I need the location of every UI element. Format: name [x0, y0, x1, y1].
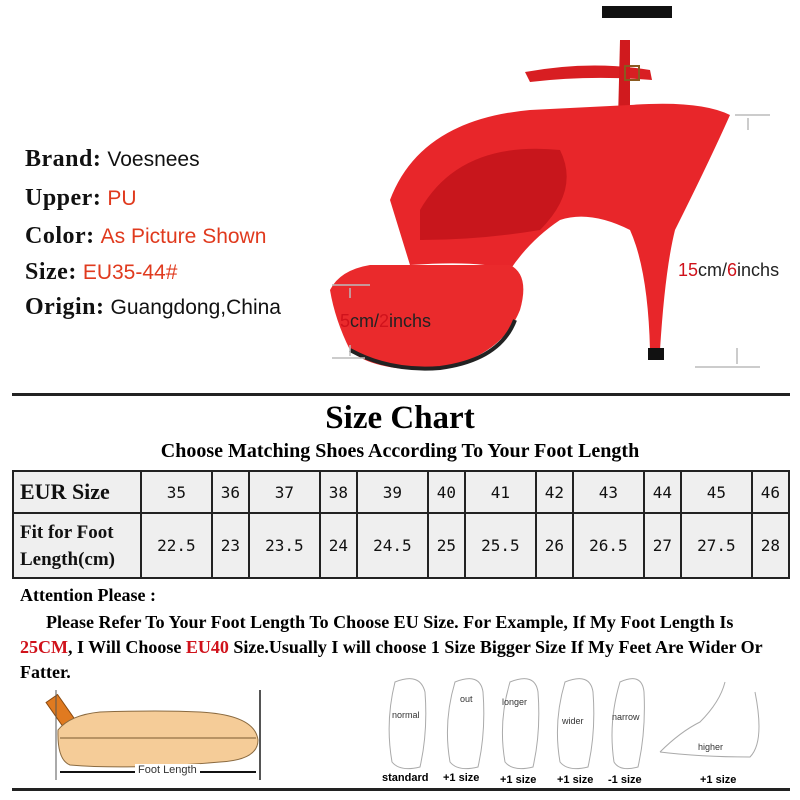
- dim-unit: inchs: [737, 260, 780, 280]
- foot-type-size: standard: [382, 772, 429, 784]
- foot-type-size: -1 size: [608, 774, 642, 786]
- size-chart-title: Size Chart: [325, 400, 475, 436]
- spec-size: Size: EU35-44#: [25, 259, 177, 286]
- eur-size-cell: 39: [355, 470, 429, 514]
- eur-size-cell: 44: [642, 470, 682, 514]
- foot-length-cell: 28: [750, 512, 791, 579]
- dim-sep: cm/: [698, 260, 728, 280]
- attention-heading: Attention Please :: [20, 585, 156, 605]
- spec-label: Brand:: [25, 146, 102, 172]
- foot-type-size: +1 size: [700, 774, 737, 786]
- dim-cm: 15: [678, 260, 699, 280]
- foot-length-cell: 27.5: [679, 512, 753, 579]
- dim-cm: 5: [340, 311, 351, 331]
- row-header-line: Fit for Foot: [20, 521, 114, 543]
- foot-type-size: +1 size: [500, 774, 537, 786]
- foot-length-cell: 25: [426, 512, 466, 579]
- foot-type-size: +1 size: [443, 772, 480, 784]
- spec-color: Color: As Picture Shown: [25, 223, 266, 250]
- foot-type-size: +1 size: [557, 774, 594, 786]
- foot-length-cell: 23.5: [247, 512, 321, 579]
- eur-size-cell: 35: [140, 470, 213, 514]
- foot-length-label: Foot Length: [135, 764, 200, 776]
- foot-length-row: Fit for Foot Length(cm) 22.5 23 23.5 24 24.5 2…: [12, 512, 791, 579]
- spec-value: Voesnees: [107, 148, 200, 171]
- row-header-line: Length(cm): [20, 548, 115, 570]
- eur-size-cell: 43: [571, 470, 645, 514]
- bottom-divider: [12, 788, 790, 791]
- foot-type-tag: wider: [562, 716, 584, 726]
- size-chart-table: EUR Size 35 36 37 38 39 40 41 42 43 44 45 46 Fit fo…: [12, 470, 791, 579]
- foot-length-cell: 24.5: [355, 512, 429, 579]
- foot-type-tag: normal: [392, 710, 420, 720]
- foot-type-tag: narrow: [612, 712, 640, 722]
- text: , I Will Choose: [68, 637, 186, 657]
- spec-label: Color:: [25, 223, 95, 249]
- attention-text: Please Refer To Your Foot Length To Choo…: [20, 610, 780, 685]
- foot-type-tag: out: [460, 694, 473, 704]
- foot-length-cell: 23: [210, 512, 250, 579]
- size-chart-subtitle: Choose Matching Shoes According To Your …: [160, 440, 640, 462]
- spec-label: Origin:: [25, 294, 105, 320]
- foot-length-cell: 27: [642, 512, 682, 579]
- text: Please Refer To Your Foot Length To Choo…: [46, 612, 734, 632]
- divider: [12, 393, 790, 396]
- dim-unit: inchs: [389, 311, 432, 331]
- foot-length-cell: 25.5: [463, 512, 537, 579]
- eur-size-cell: 37: [247, 470, 321, 514]
- foot-length-cell: 26.5: [571, 512, 645, 579]
- spec-upper: Upper: PU: [25, 185, 137, 212]
- eur-size-cell: 42: [534, 470, 574, 514]
- foot-types-illustration: [388, 678, 760, 770]
- spec-label: Size:: [25, 259, 77, 285]
- platform-height-label: 5cm/2inchs: [340, 311, 431, 332]
- foot-length-cell: 22.5: [140, 512, 213, 579]
- spec-brand: Brand: Voesnees: [25, 146, 200, 173]
- spec-value: Guangdong,China: [110, 296, 281, 319]
- text: Size.Usually I will choose 1 Size Bigger…: [20, 637, 763, 682]
- foot-length-cell: 26: [534, 512, 574, 579]
- eur-size-cell: 45: [679, 470, 753, 514]
- highlight: EU40: [185, 637, 229, 657]
- foot-type-tag: longer: [502, 697, 528, 707]
- dim-sep: cm/: [350, 311, 380, 331]
- row-header: Fit for Foot Length(cm): [12, 512, 142, 579]
- spec-value: As Picture Shown: [100, 225, 267, 248]
- dim-inch: 2: [379, 311, 390, 331]
- eur-size-cell: 41: [463, 470, 537, 514]
- spec-origin: Origin: Guangdong,China: [25, 294, 281, 321]
- eur-size-cell: 46: [750, 470, 791, 514]
- heel-height-label: 15cm/6inchs: [678, 260, 779, 281]
- foot-length-cell: 24: [318, 512, 358, 579]
- row-header: EUR Size: [12, 470, 142, 514]
- red-platform-sandal-image: [330, 6, 770, 371]
- dim-inch: 6: [727, 260, 738, 280]
- highlight: 25CM: [20, 637, 68, 657]
- eur-size-row: EUR Size 35 36 37 38 39 40 41 42 43 44 45 46: [12, 470, 791, 514]
- spec-value: EU35-44#: [82, 261, 178, 284]
- eur-size-cell: 40: [426, 470, 466, 514]
- spec-value: PU: [107, 187, 137, 210]
- eur-size-cell: 38: [318, 470, 358, 514]
- spec-label: Upper:: [25, 185, 102, 211]
- eur-size-cell: 36: [210, 470, 250, 514]
- foot-type-tag: higher: [698, 742, 724, 752]
